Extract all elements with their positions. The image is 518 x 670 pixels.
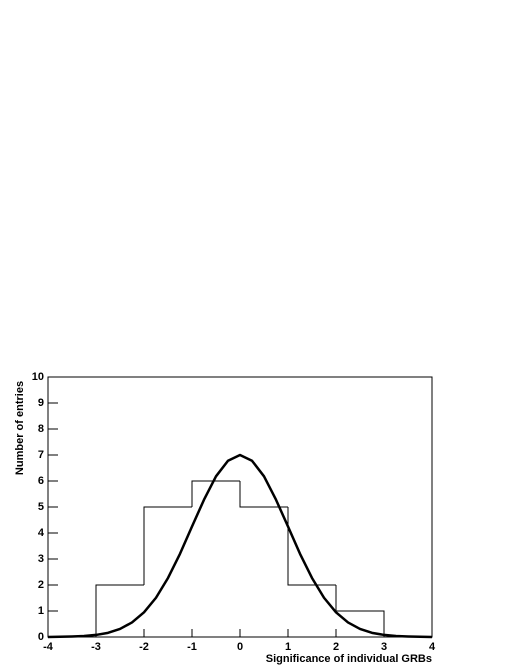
y-tick-label: 3 bbox=[38, 553, 44, 565]
x-tick-label: 1 bbox=[285, 641, 291, 653]
y-tick-label: 1 bbox=[38, 605, 44, 617]
y-tick-label: 7 bbox=[38, 449, 44, 461]
x-axis-label: Significance of individual GRBs bbox=[266, 653, 432, 665]
histogram-bin bbox=[287, 507, 336, 586]
histogram-bin bbox=[335, 585, 385, 637]
histogram-bin bbox=[143, 506, 192, 585]
y-tick-label: 4 bbox=[38, 527, 45, 539]
y-tick-label: 9 bbox=[38, 397, 44, 409]
x-tick-label: -1 bbox=[187, 641, 197, 653]
y-axis-label: Number of entries bbox=[14, 381, 26, 475]
y-tick-label: 8 bbox=[38, 423, 44, 435]
x-tick-label: 4 bbox=[429, 641, 436, 653]
histogram-bin bbox=[95, 584, 144, 637]
y-tick-label: 6 bbox=[38, 475, 44, 487]
x-tick-label: 3 bbox=[381, 641, 387, 653]
x-tick-label: -4 bbox=[43, 641, 54, 653]
x-tick-label: -3 bbox=[91, 641, 101, 653]
histogram-bin bbox=[191, 480, 240, 507]
fit-curve bbox=[47, 453, 433, 639]
y-tick-label: 5 bbox=[38, 501, 44, 513]
x-tick-label: 2 bbox=[333, 641, 339, 653]
x-tick-label: 0 bbox=[237, 641, 243, 653]
y-tick-label: 10 bbox=[32, 371, 44, 383]
histogram-bin bbox=[239, 481, 288, 508]
y-tick-label: 0 bbox=[38, 631, 44, 643]
y-tick-label: 2 bbox=[38, 579, 44, 591]
x-tick-label: -2 bbox=[139, 641, 149, 653]
